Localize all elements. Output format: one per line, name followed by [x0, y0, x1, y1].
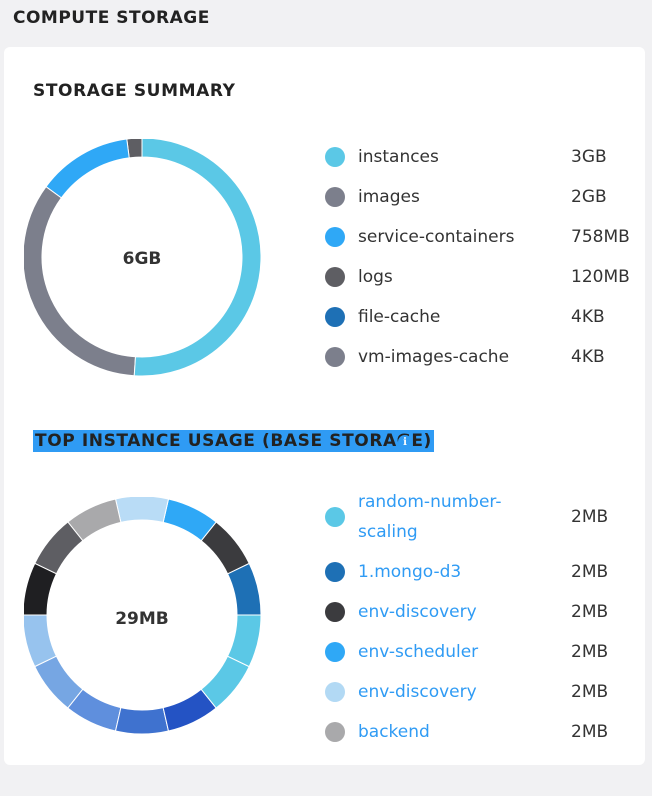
legend-item[interactable]: backend 2MB [325, 717, 615, 747]
ring-segment[interactable] [162, 498, 217, 542]
legend-item: file-cache 4KB [325, 302, 615, 332]
ring-segment[interactable] [200, 521, 250, 575]
instance-link[interactable]: env-discovery [358, 682, 477, 702]
legend-value: 3GB [571, 147, 607, 167]
ring-segment[interactable] [67, 498, 122, 542]
instance-link[interactable]: 1.mongo-d3 [358, 562, 462, 582]
top-instance-usage-title: TOP INSTANCE USAGE (BASE STORAGE) [33, 430, 434, 452]
slice-service-containers[interactable] [45, 139, 130, 199]
legend-color-dot [325, 722, 345, 742]
ring-segment[interactable] [34, 521, 84, 575]
legend-item[interactable]: env-scheduler 2MB [325, 637, 615, 667]
storage-summary-total: 6GB [123, 249, 162, 269]
storage-summary-donut: 6GB [24, 139, 262, 377]
ring-segment[interactable] [24, 562, 58, 616]
legend-item: logs 120MB [325, 262, 630, 292]
slice-images[interactable] [24, 185, 137, 377]
page-title: COMPUTE STORAGE [13, 8, 210, 28]
instance-link[interactable]: env-scheduler [358, 642, 479, 662]
top-instance-usage-donut: 29MB [24, 497, 262, 735]
legend-color-dot [325, 507, 345, 527]
legend-color-dot [325, 267, 345, 287]
legend-item: instances 3GB [325, 142, 615, 172]
info-icon[interactable]: i [398, 435, 412, 449]
legend-item: service-containers 758MB [325, 222, 630, 252]
legend-label: service-containers [358, 227, 515, 247]
ring-segment[interactable] [24, 614, 58, 668]
legend-item: images 2GB [325, 182, 615, 212]
legend-color-dot [325, 642, 345, 662]
legend-item[interactable]: env-discovery 2MB [325, 597, 615, 627]
legend-color-dot [325, 147, 345, 167]
legend-color-dot [325, 307, 345, 327]
instance-link[interactable]: random-number-scaling [358, 492, 502, 542]
ring-segment[interactable] [200, 655, 250, 709]
instance-link[interactable]: env-discovery [358, 602, 477, 622]
ring-segment[interactable] [162, 688, 217, 732]
storage-summary-title: STORAGE SUMMARY [33, 81, 236, 101]
legend-color-dot [325, 347, 345, 367]
legend-item: vm-images-cache 4KB [325, 342, 615, 372]
legend-color-dot [325, 187, 345, 207]
legend-value: 2GB [571, 187, 607, 207]
legend-value: 4KB [571, 347, 605, 367]
legend-value: 2MB [571, 722, 609, 742]
legend-value: 120MB [571, 267, 630, 287]
legend-value: 4KB [571, 307, 605, 327]
legend-item[interactable]: 1.mongo-d3 2MB [325, 557, 615, 587]
ring-segment[interactable] [114, 707, 170, 735]
legend-label: vm-images-cache [358, 347, 510, 367]
legend-label: instances [358, 147, 439, 167]
legend-color-dot [325, 562, 345, 582]
ring-segment[interactable] [67, 688, 122, 732]
legend-label: logs [358, 267, 393, 287]
legend-value: 758MB [571, 227, 630, 247]
legend-label: images [358, 187, 420, 207]
ring-segment[interactable] [114, 497, 170, 523]
instance-link[interactable]: backend [358, 722, 430, 742]
legend-value: 2MB [571, 642, 609, 662]
top-instance-usage-total: 29MB [115, 609, 169, 629]
ring-segment[interactable] [226, 614, 262, 668]
legend-label: file-cache [358, 307, 441, 327]
legend-item[interactable]: env-discovery 2MB [325, 677, 615, 707]
ring-segment[interactable] [34, 655, 84, 709]
legend-item[interactable]: random-number-scaling 2MB [325, 487, 615, 547]
legend-value: 2MB [571, 507, 609, 527]
storage-card: STORAGE SUMMARY 6GB instances 3GB images 2G… [4, 47, 645, 765]
legend-color-dot [325, 602, 345, 622]
legend-color-dot [325, 227, 345, 247]
slice-instances[interactable] [133, 139, 262, 377]
legend-color-dot [325, 682, 345, 702]
legend-value: 2MB [571, 682, 609, 702]
legend-value: 2MB [571, 562, 609, 582]
legend-value: 2MB [571, 602, 609, 622]
